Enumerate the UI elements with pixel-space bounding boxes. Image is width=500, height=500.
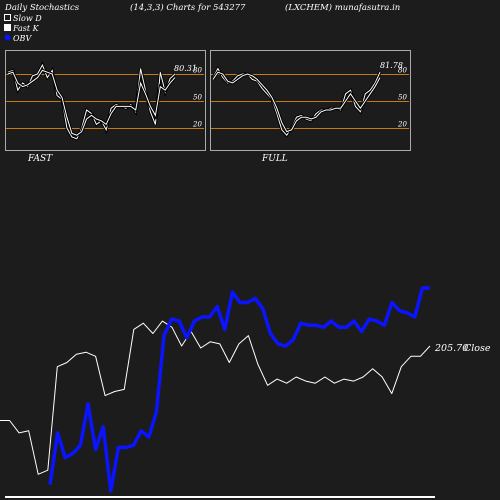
legend: Slow D Fast K OBV [4,14,42,43]
full-full-d-line [212,71,381,133]
fast-last-value: 80.31 [174,64,197,73]
full-panel-border [210,50,411,151]
full-tick-20: 20 [397,121,407,129]
chart-symbol: (LXCHEM) munafasutra.in [285,2,400,13]
close-value-label: 205.70 [434,343,468,354]
fast-slow-d-line [7,69,176,136]
fast-panel-label: FAST [27,154,53,164]
full-stochastic-panel: 80 50 20 81.78 FULL [210,50,411,164]
chart-params: (14,3,3) Charts for 543277 [130,2,246,13]
full-panel-label: FULL [261,154,288,164]
full-tick-80: 80 [398,67,407,75]
fast-tick-50: 50 [193,94,202,102]
fast-panel-border [5,50,206,151]
legend-slow-d-label: Slow D [13,14,42,23]
full-tick-50: 50 [398,94,407,102]
chart-title: Daily Stochastics [4,3,80,13]
obv-baseline [5,496,435,498]
fast-stochastic-panel: 80 50 20 80.31 FAST [5,50,206,164]
legend-obv-marker [4,34,11,41]
legend-slow-d-marker [4,14,11,21]
legend-fast-k-label: Fast K [12,24,40,33]
obv-price-panel: 205.70 Close [0,286,491,498]
legend-fast-k-marker [4,24,11,31]
obv-line [48,286,430,493]
close-price-line [0,320,431,475]
close-word-label: Close [464,343,491,354]
legend-obv-label: OBV [13,34,32,43]
fast-tick-20: 20 [192,121,202,129]
full-last-value: 81.78 [380,61,403,70]
fast-tick-80: 80 [193,67,202,75]
